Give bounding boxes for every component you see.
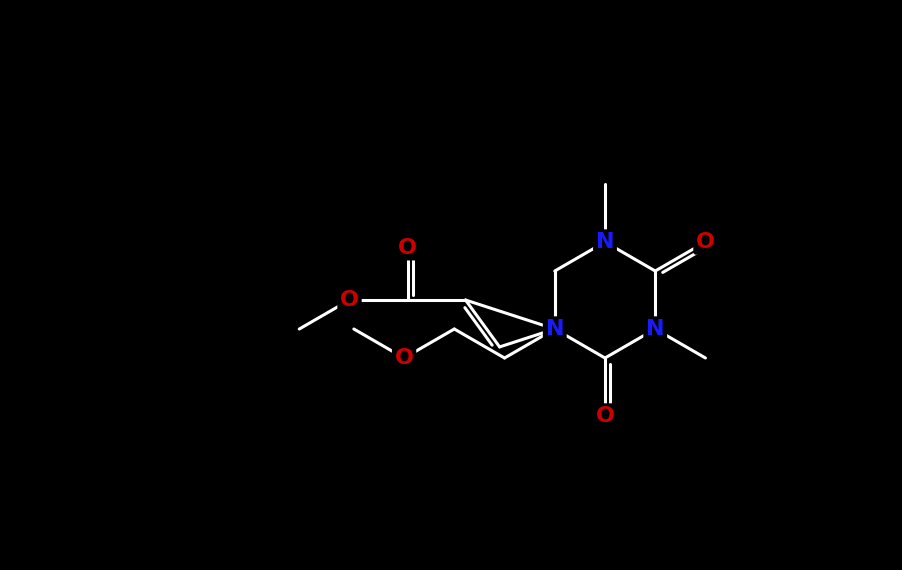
Text: O: O — [394, 348, 413, 368]
Text: N: N — [545, 319, 564, 339]
Text: O: O — [594, 406, 614, 426]
Text: O: O — [340, 290, 359, 310]
Text: N: N — [645, 319, 664, 339]
Text: O: O — [398, 238, 417, 258]
Text: N: N — [595, 232, 613, 252]
Text: O: O — [695, 232, 714, 252]
